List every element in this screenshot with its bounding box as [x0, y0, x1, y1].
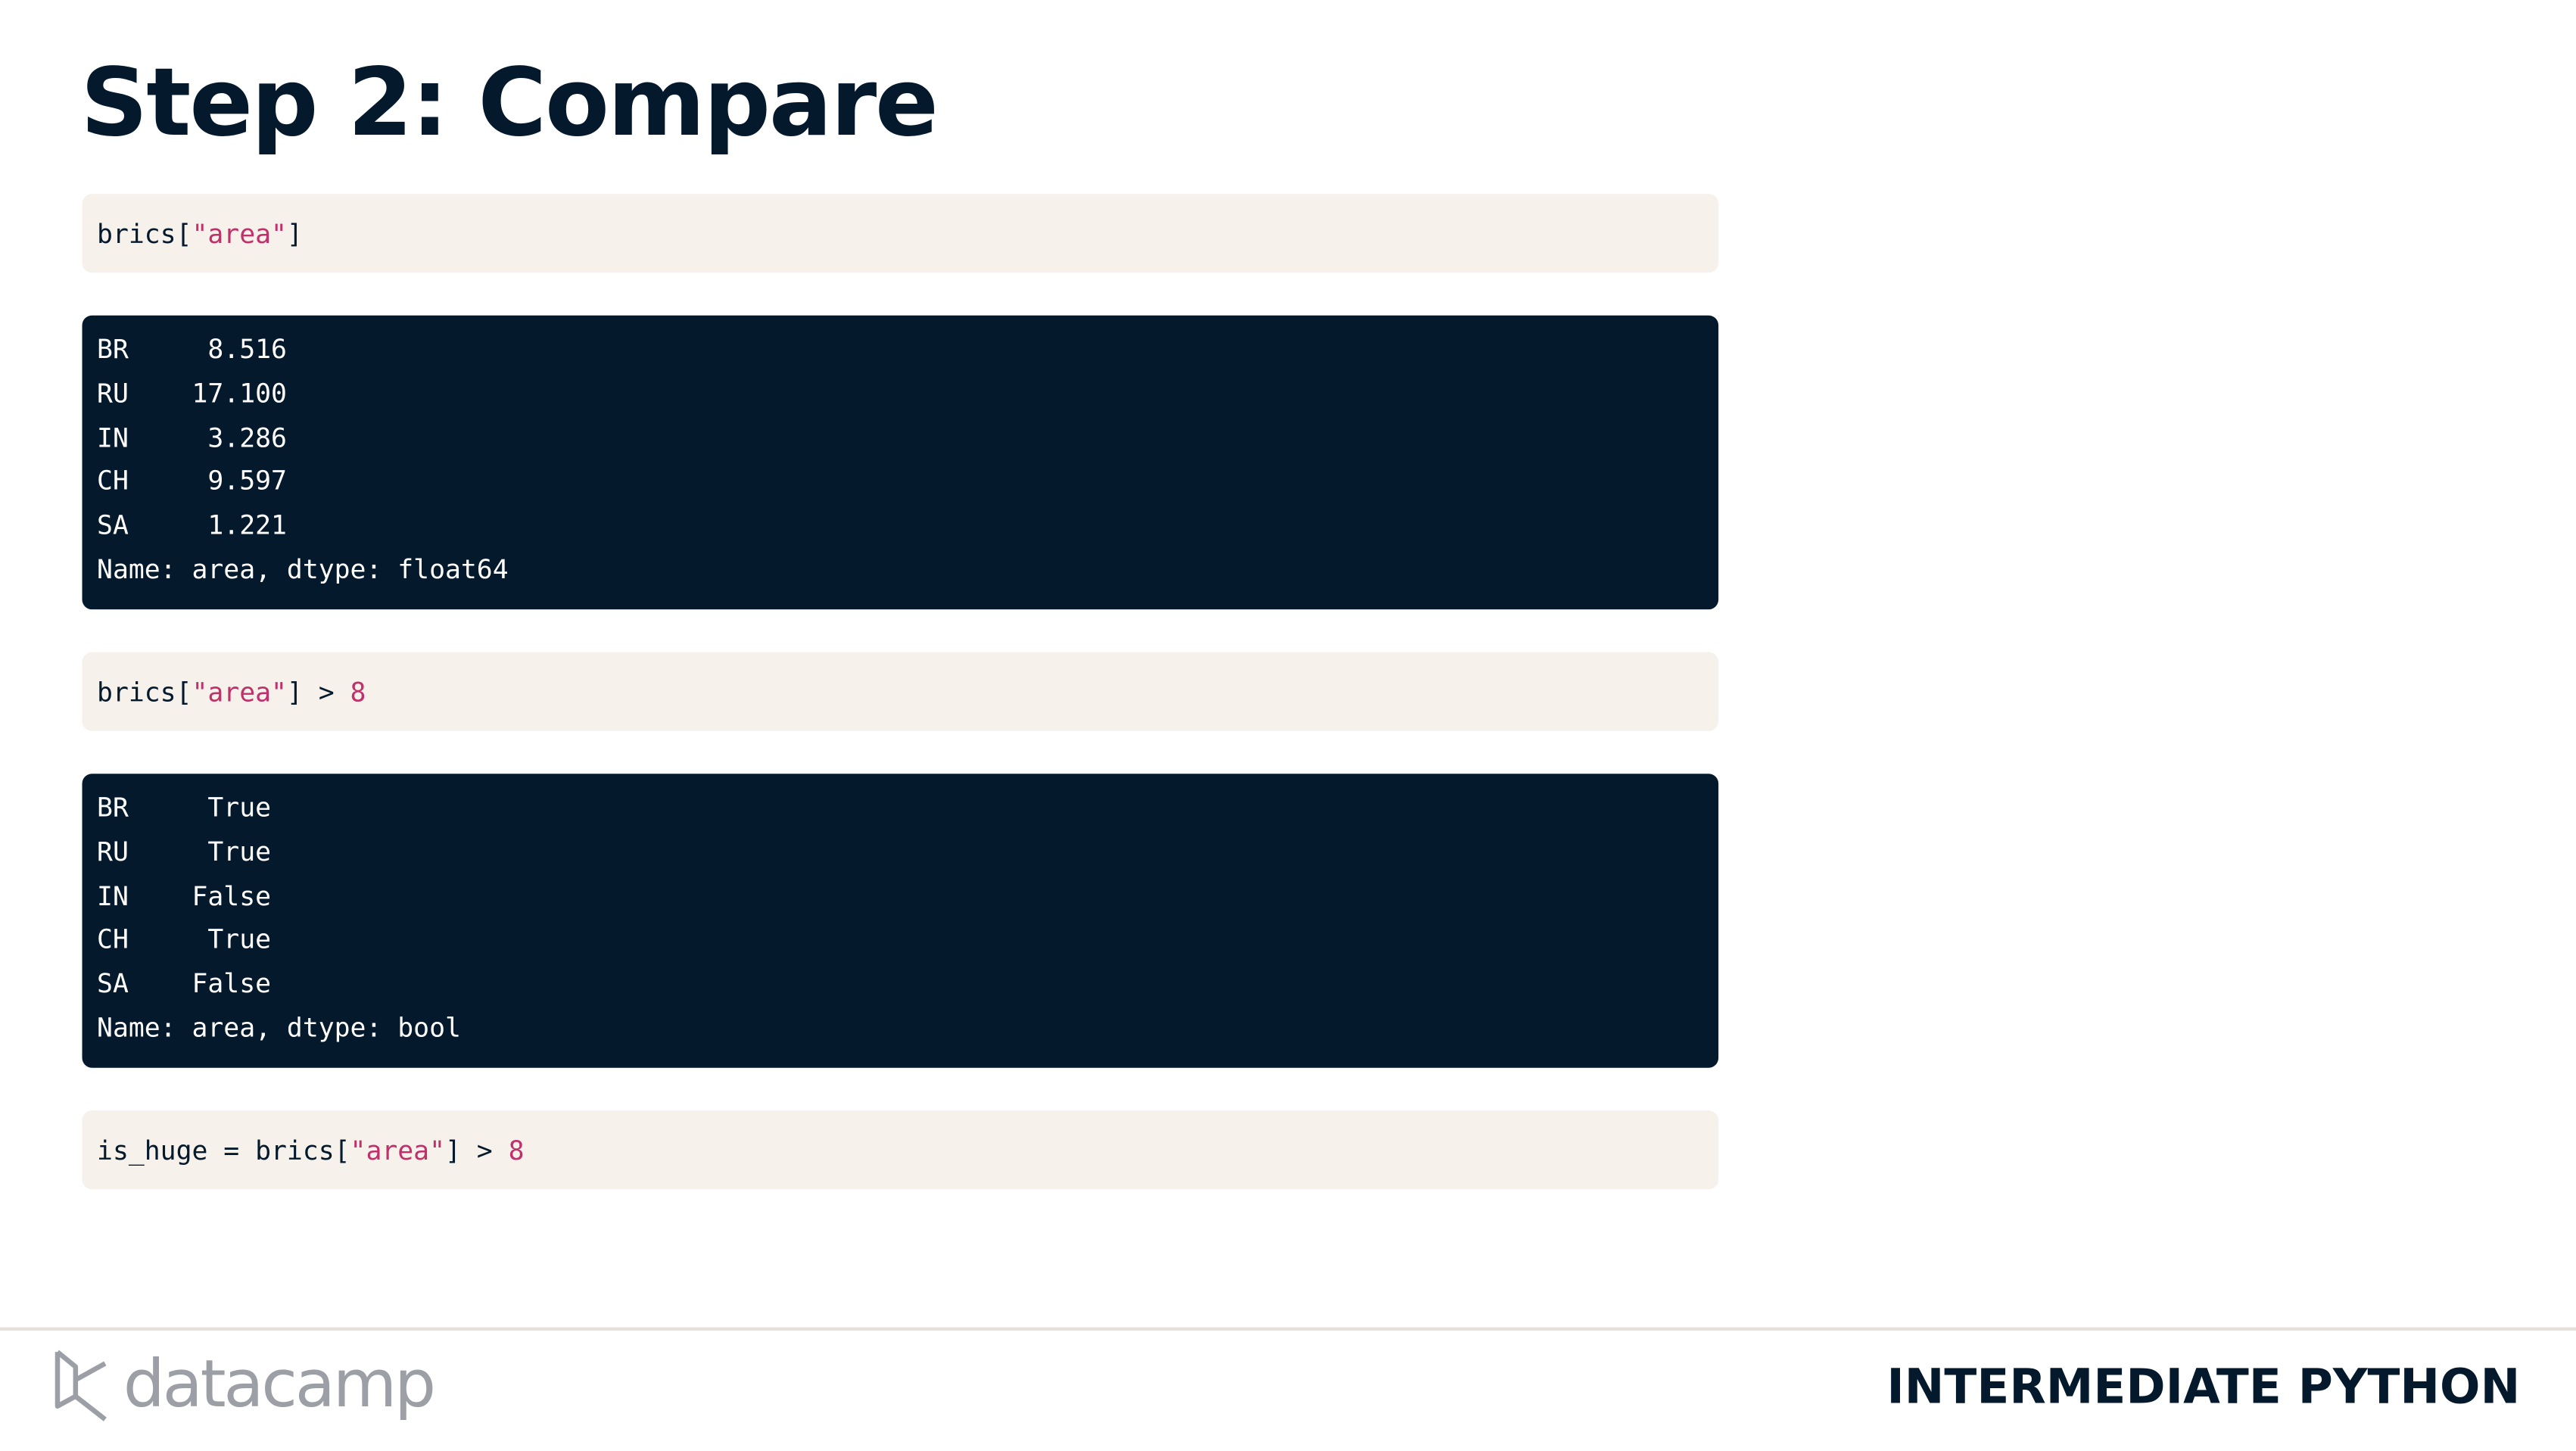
code-cell: brics["area"]	[82, 194, 1719, 273]
code-token: ] >	[444, 1134, 509, 1166]
output-line: Name: area, dtype: bool	[97, 1011, 461, 1044]
code-token: 8	[508, 1134, 525, 1166]
output-line: RU 17.100	[97, 377, 287, 409]
output-line: IN 3.286	[97, 421, 287, 453]
output-cell: BR 8.516 RU 17.100 IN 3.286 CH 9.597 SA 1.22…	[82, 315, 1719, 610]
output-line: BR 8.516	[97, 333, 287, 365]
code-cell: brics["area"] > 8	[82, 652, 1719, 731]
output-line: BR True	[97, 792, 272, 824]
code-line: brics["area"]	[97, 218, 303, 249]
footer-rule	[0, 1327, 2576, 1331]
code-token: "area"	[192, 676, 287, 708]
code-cell: is_huge = brics["area"] > 8	[82, 1110, 1719, 1190]
logo-text: datacamp	[123, 1347, 436, 1423]
output-line: Name: area, dtype: float64	[97, 553, 509, 585]
code-token: ] >	[286, 676, 350, 708]
output-line: CH True	[97, 923, 272, 955]
output-cell: BR True RU True IN False CH True SA False Nam…	[82, 774, 1719, 1068]
code-token: "area"	[192, 217, 287, 249]
code-line: is_huge = brics["area"] > 8	[97, 1135, 524, 1166]
output-line: CH 9.597	[97, 466, 287, 497]
output-line: SA 1.221	[97, 509, 287, 541]
code-token: ]	[286, 217, 303, 249]
code-token: "area"	[350, 1134, 445, 1166]
course-title: INTERMEDIATE PYTHON	[1886, 1358, 2521, 1415]
code-token: brics[	[97, 676, 192, 708]
code-token: is_huge = brics[	[97, 1134, 350, 1166]
logo-icon	[55, 1350, 107, 1421]
code-token: brics[	[97, 217, 192, 249]
output-line: RU True	[97, 836, 272, 867]
slide-title: Step 2: Compare	[80, 49, 939, 158]
code-token: 8	[350, 676, 366, 708]
output-line: SA False	[97, 967, 272, 999]
output-line: IN False	[97, 880, 272, 911]
code-line: brics["area"] > 8	[97, 676, 366, 707]
